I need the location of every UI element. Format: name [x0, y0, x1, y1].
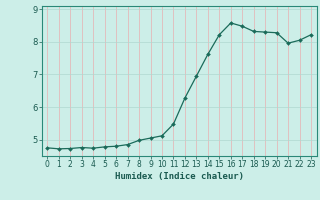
- X-axis label: Humidex (Indice chaleur): Humidex (Indice chaleur): [115, 172, 244, 181]
